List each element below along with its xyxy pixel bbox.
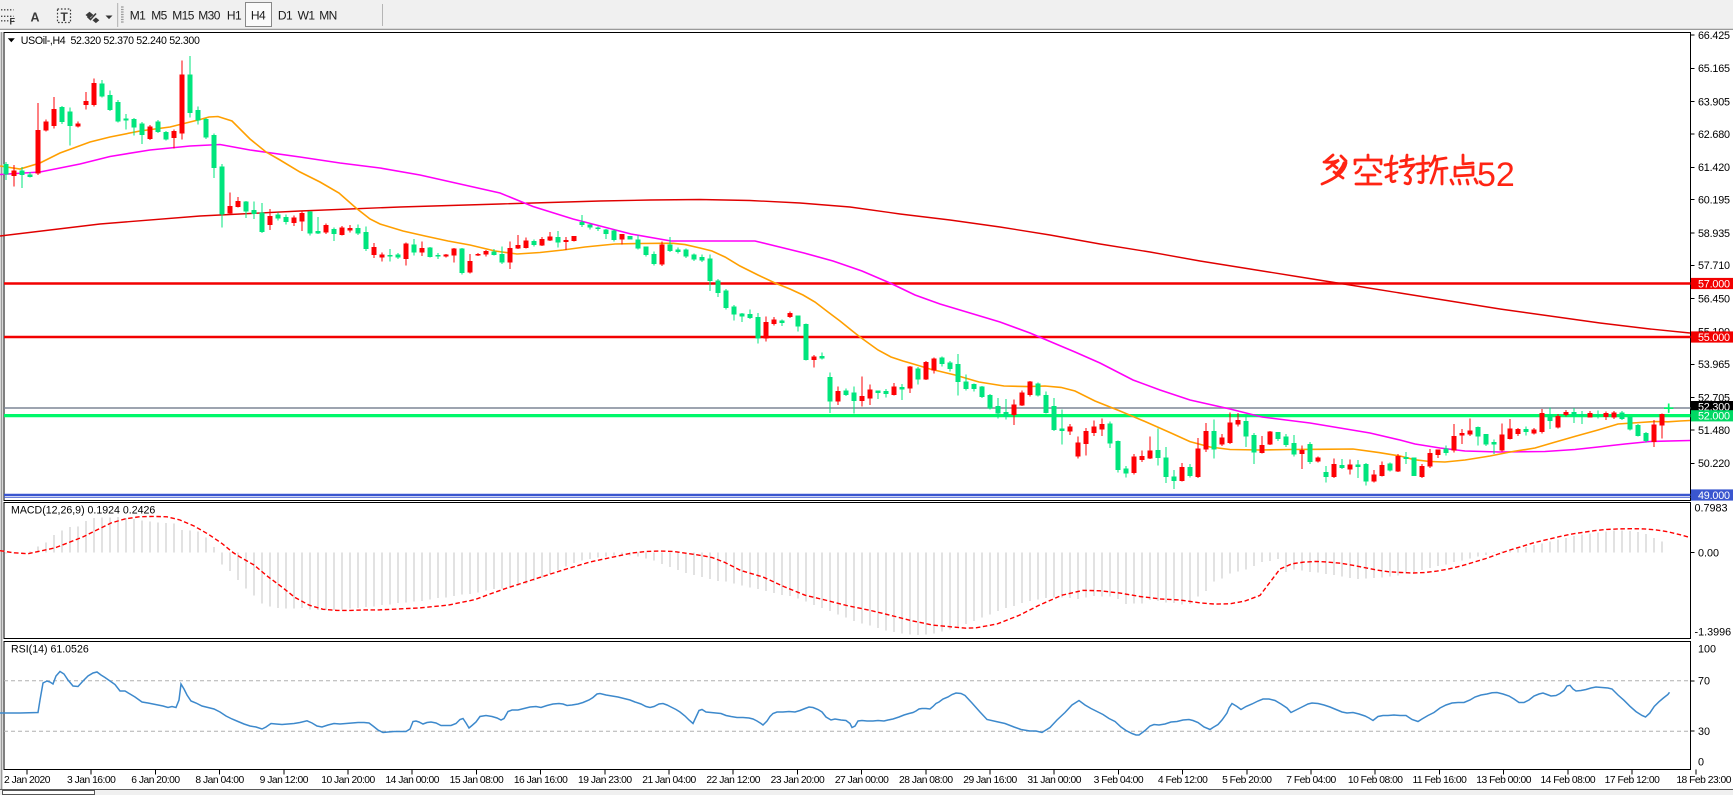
svg-text:3 Feb 04:00: 3 Feb 04:00: [1094, 775, 1144, 786]
svg-text:0.00: 0.00: [1698, 547, 1719, 559]
svg-text:4 Feb 12:00: 4 Feb 12:00: [1158, 775, 1208, 786]
svg-text:100: 100: [1698, 644, 1716, 656]
svg-text:18 Feb 23:00: 18 Feb 23:00: [1676, 775, 1731, 786]
svg-text:15 Jan 08:00: 15 Jan 08:00: [450, 775, 504, 786]
svg-text:62.680: 62.680: [1698, 129, 1730, 141]
svg-text:10 Jan 20:00: 10 Jan 20:00: [321, 775, 375, 786]
svg-text:17 Feb 12:00: 17 Feb 12:00: [1605, 775, 1660, 786]
svg-text:56.450: 56.450: [1698, 293, 1730, 305]
svg-text:2 Jan 2020: 2 Jan 2020: [4, 775, 51, 786]
svg-text:-1.3996: -1.3996: [1695, 627, 1732, 639]
svg-text:USOil-,H4 52.320 52.370 52.24: USOil-,H4 52.320 52.370 52.240 52.300: [21, 35, 200, 47]
svg-text:F: F: [10, 17, 16, 27]
svg-text:30: 30: [1698, 726, 1710, 738]
svg-text:65.165: 65.165: [1698, 63, 1730, 75]
svg-text:W1: W1: [298, 9, 316, 23]
svg-text:66.425: 66.425: [1698, 30, 1730, 42]
svg-text:M30: M30: [198, 9, 220, 23]
svg-text:61.420: 61.420: [1698, 162, 1730, 174]
svg-text:57.710: 57.710: [1698, 260, 1730, 272]
svg-text:3 Jan 16:00: 3 Jan 16:00: [67, 775, 116, 786]
svg-text:52.000: 52.000: [1698, 411, 1730, 423]
svg-text:21 Jan 04:00: 21 Jan 04:00: [642, 775, 696, 786]
svg-text:49.000: 49.000: [1698, 490, 1730, 502]
svg-text:57.000: 57.000: [1698, 278, 1730, 290]
svg-text:MN: MN: [319, 9, 336, 23]
svg-text:10 Feb 08:00: 10 Feb 08:00: [1348, 775, 1403, 786]
svg-text:6 Jan 20:00: 6 Jan 20:00: [131, 775, 180, 786]
svg-text:52: 52: [1477, 156, 1515, 194]
svg-text:5 Feb 20:00: 5 Feb 20:00: [1222, 775, 1272, 786]
svg-text:0.7983: 0.7983: [1695, 503, 1728, 515]
svg-text:MACD(12,26,9) 0.1924 0.2426: MACD(12,26,9) 0.1924 0.2426: [11, 505, 155, 517]
svg-text:D1: D1: [278, 9, 293, 23]
svg-text:53.965: 53.965: [1698, 359, 1730, 371]
svg-text:RSI(14) 61.0526: RSI(14) 61.0526: [11, 644, 89, 656]
svg-text:16 Jan 16:00: 16 Jan 16:00: [514, 775, 568, 786]
svg-text:T: T: [61, 10, 69, 24]
svg-text:70: 70: [1698, 676, 1710, 688]
svg-text:11 Feb 16:00: 11 Feb 16:00: [1412, 775, 1467, 786]
svg-text:13 Feb 00:00: 13 Feb 00:00: [1476, 775, 1531, 786]
svg-text:51.480: 51.480: [1698, 425, 1730, 437]
svg-text:55.000: 55.000: [1698, 332, 1730, 344]
svg-text:H1: H1: [227, 9, 242, 23]
svg-text:50.220: 50.220: [1698, 458, 1730, 470]
svg-text:27 Jan 00:00: 27 Jan 00:00: [835, 775, 889, 786]
svg-text:29 Jan 16:00: 29 Jan 16:00: [963, 775, 1017, 786]
svg-text:M5: M5: [151, 9, 167, 23]
svg-text:14 Feb 08:00: 14 Feb 08:00: [1540, 775, 1595, 786]
svg-text:58.935: 58.935: [1698, 228, 1730, 240]
svg-text:31 Jan 00:00: 31 Jan 00:00: [1027, 775, 1081, 786]
svg-text:14 Jan 00:00: 14 Jan 00:00: [385, 775, 439, 786]
svg-text:28 Jan 08:00: 28 Jan 08:00: [899, 775, 953, 786]
svg-text:A: A: [31, 11, 40, 25]
svg-text:60.195: 60.195: [1698, 195, 1730, 207]
svg-text:23 Jan 20:00: 23 Jan 20:00: [771, 775, 825, 786]
svg-text:8 Jan 04:00: 8 Jan 04:00: [195, 775, 244, 786]
svg-text:H4: H4: [251, 9, 266, 23]
svg-text:22 Jan 12:00: 22 Jan 12:00: [706, 775, 760, 786]
svg-text:63.905: 63.905: [1698, 96, 1730, 108]
svg-text:0: 0: [1698, 757, 1704, 769]
svg-text:19 Jan 23:00: 19 Jan 23:00: [578, 775, 632, 786]
svg-text:M15: M15: [172, 9, 194, 23]
svg-text:9 Jan 12:00: 9 Jan 12:00: [260, 775, 309, 786]
svg-text:7 Feb 04:00: 7 Feb 04:00: [1286, 775, 1336, 786]
svg-text:M1: M1: [130, 9, 146, 23]
